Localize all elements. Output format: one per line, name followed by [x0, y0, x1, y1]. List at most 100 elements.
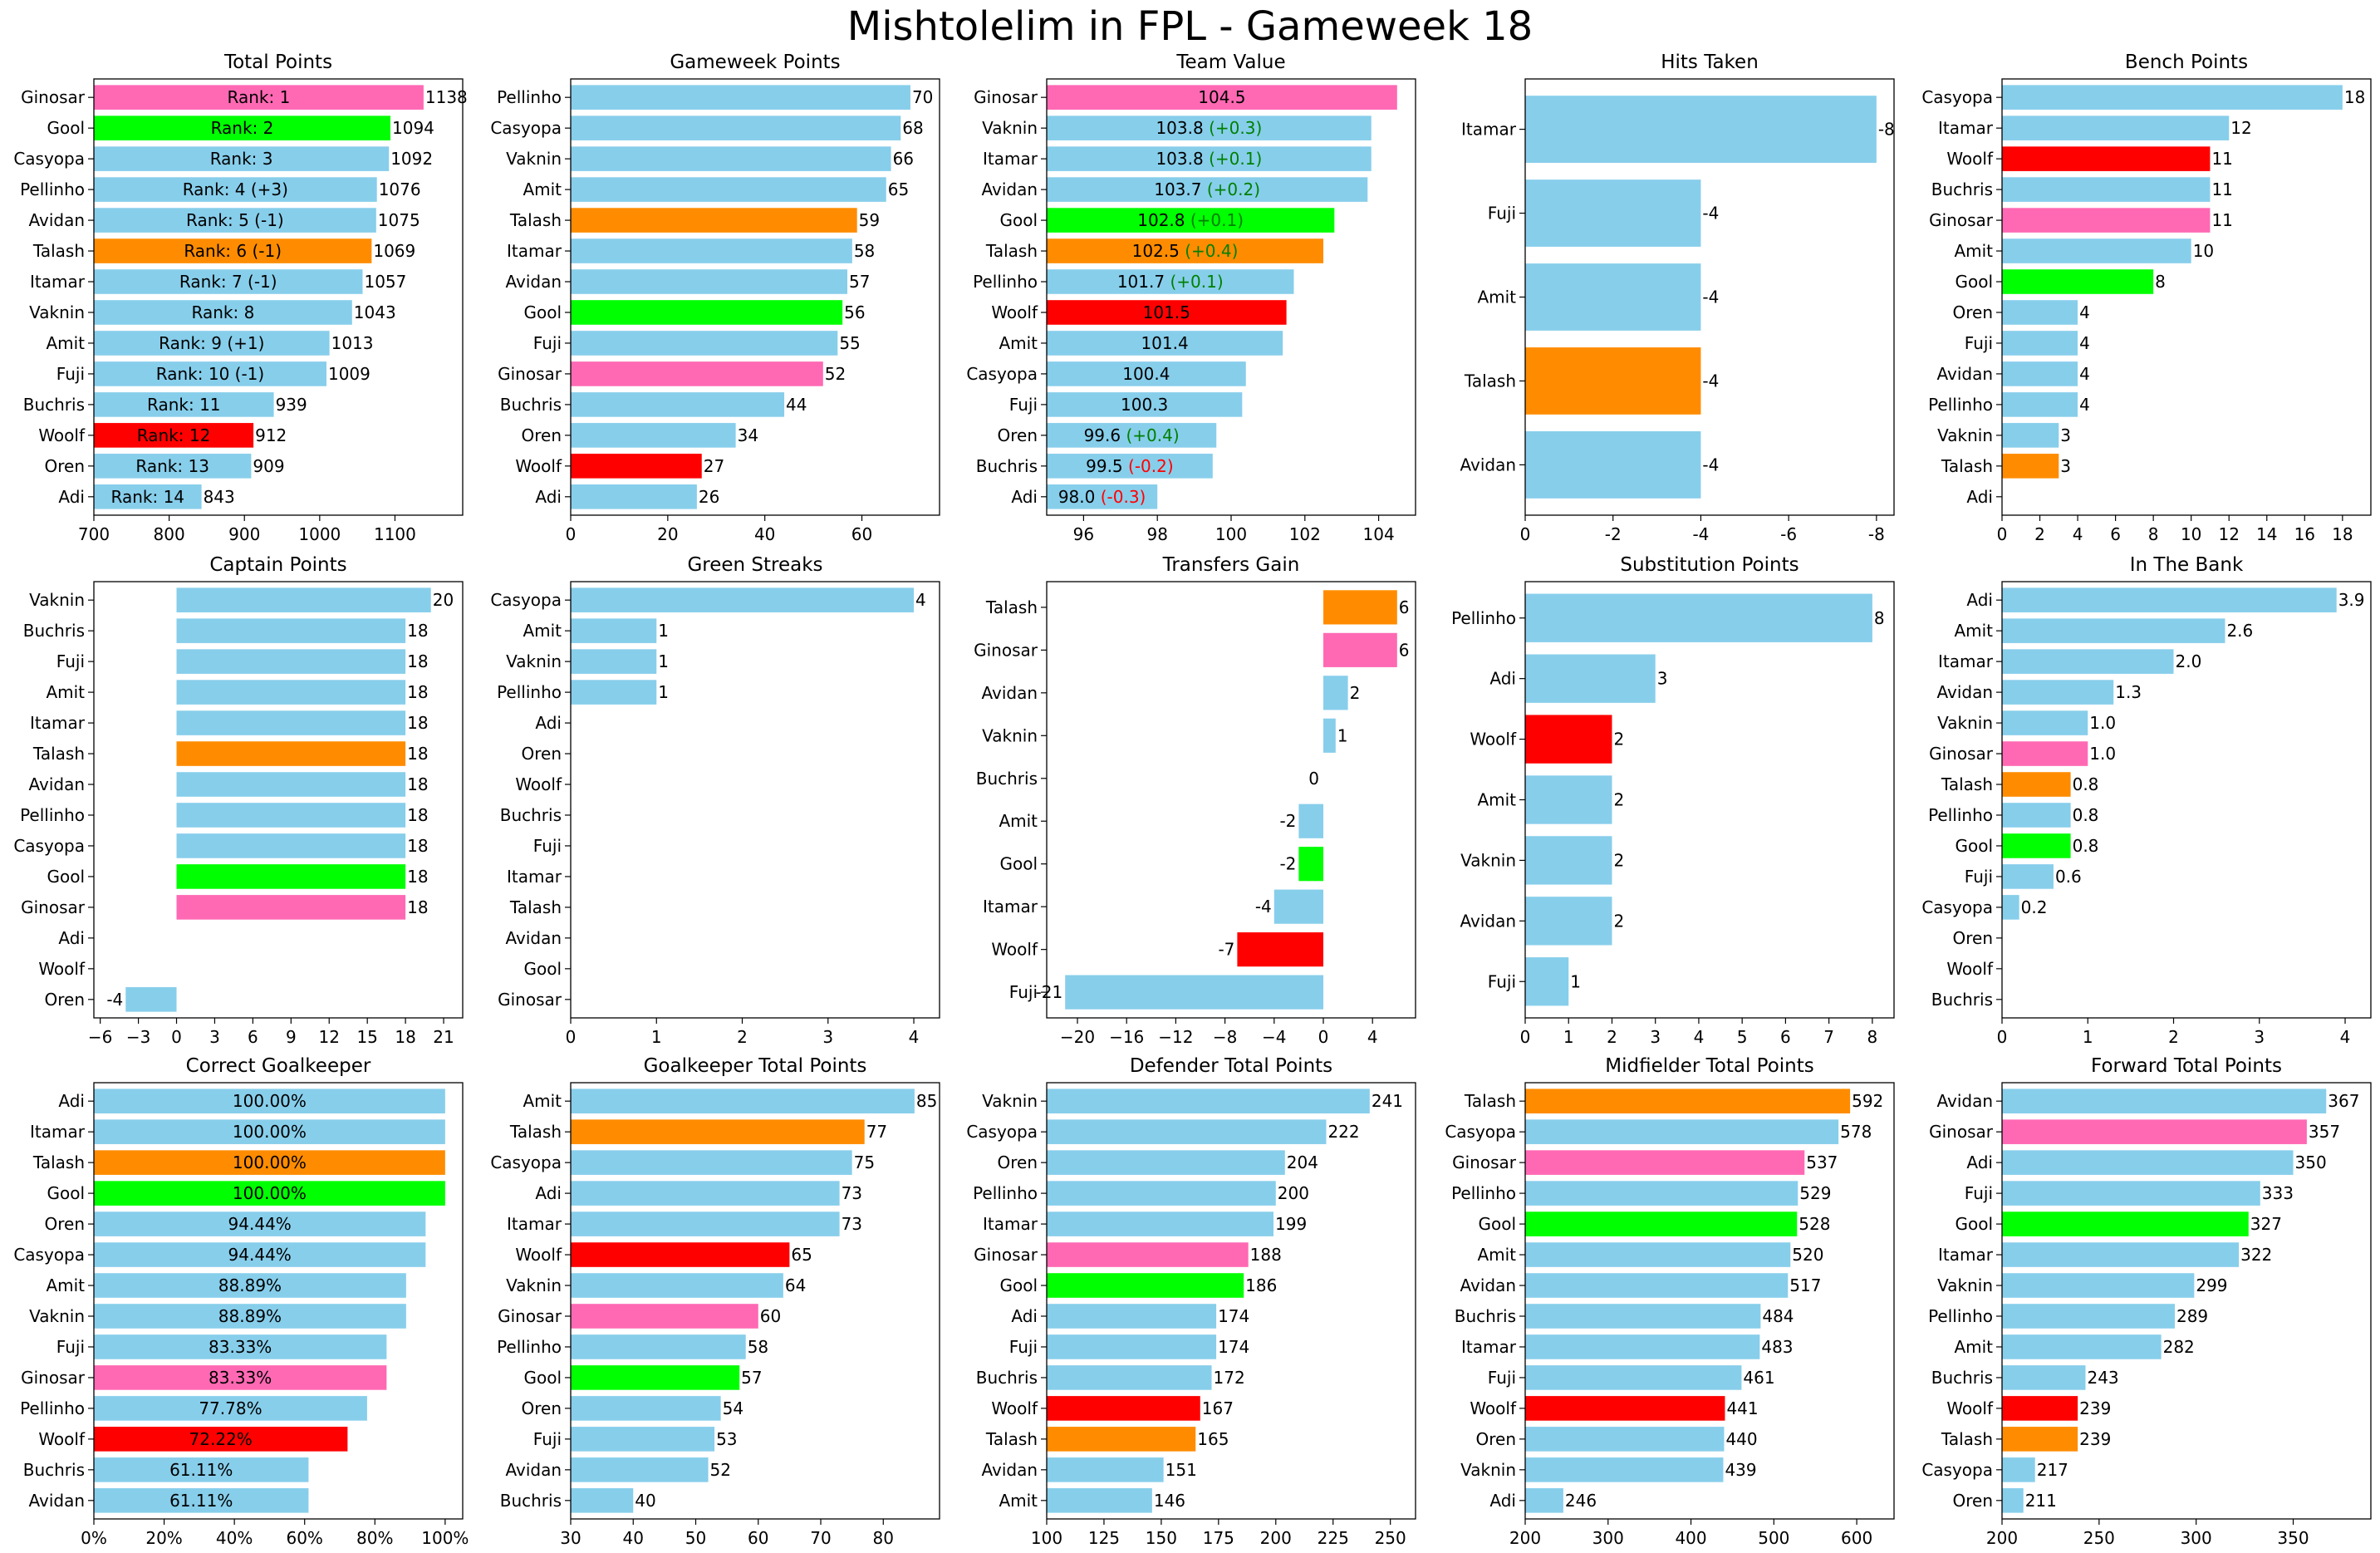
x-tick-label: -8 — [1868, 524, 1885, 544]
bar-casyopa — [571, 1150, 852, 1175]
bar-value-label: 4 — [2079, 302, 2090, 322]
category-label: Oren — [997, 1152, 1038, 1172]
category-label: Fuji — [1009, 395, 1038, 415]
bar-inner-label: Rank: 2 — [211, 118, 274, 138]
subplot-defender-total-points: Defender Total Points Vaknin 241 Casyopa 222… — [966, 1055, 1416, 1548]
bar-adi — [2002, 587, 2337, 612]
category-label: Buchris — [23, 621, 85, 641]
bar-talash — [571, 1119, 865, 1144]
bar-vaknin — [2002, 710, 2088, 735]
category-label: Casyopa — [13, 1245, 85, 1265]
bar-value-label: -2 — [1279, 854, 1296, 874]
bar-talash — [2002, 454, 2059, 479]
bar-itamar — [94, 269, 363, 294]
bar-value-label: 11 — [2211, 149, 2232, 169]
bar-inner-label: 99.5 (-0.2) — [1086, 456, 1174, 476]
category-label: Vaknin — [29, 590, 85, 610]
bar-adi — [1525, 654, 1656, 703]
x-tick-label: 1 — [651, 1027, 662, 1047]
category-label: Casyopa — [1921, 87, 1993, 107]
bar-inner-label: Rank: 9 (+1) — [159, 333, 264, 353]
bar-inner-label: 100.00% — [233, 1091, 307, 1111]
bar-woolf — [2002, 146, 2211, 171]
bar-value-label: 0.8 — [2073, 805, 2099, 825]
x-tick-label: 40 — [623, 1528, 644, 1548]
bar-adi — [1525, 1488, 1563, 1513]
category-label: Woolf — [1946, 959, 1994, 979]
bar-inner-label: Rank: 6 (-1) — [184, 241, 282, 261]
bar-value-label: 20 — [433, 590, 454, 610]
category-label: Itamar — [507, 241, 562, 261]
x-tick-label: 0 — [1520, 1027, 1531, 1047]
bar-woolf — [571, 1242, 790, 1267]
bar-inner-label: Rank: 7 (-1) — [179, 272, 277, 292]
bar-oren — [571, 1396, 721, 1421]
category-label: Adi — [58, 1091, 85, 1111]
x-tick-label: 60 — [748, 1528, 768, 1548]
x-tick-label: 21 — [433, 1027, 454, 1047]
category-label: Amit — [46, 682, 85, 702]
bar-inner-label: 88.89% — [218, 1306, 282, 1326]
category-label: Avidan — [505, 272, 562, 292]
x-tick-label: 6 — [2110, 524, 2121, 544]
category-label: Oren — [44, 1214, 85, 1234]
x-tick-label: 3 — [822, 1027, 833, 1047]
x-tick-label: 12 — [319, 1027, 340, 1047]
bar-vaknin — [571, 1273, 783, 1298]
subplot-title: Green Streaks — [687, 554, 822, 576]
bar-buchris — [2002, 177, 2211, 202]
axes-frame — [2001, 1082, 2372, 1520]
category-label: Ginosar — [974, 640, 1038, 660]
category-label: Talash — [509, 1122, 562, 1142]
bar-ginosar — [176, 895, 406, 920]
category-label: Amit — [46, 333, 85, 353]
x-tick-label: 6 — [248, 1027, 258, 1047]
bar-value-label: 204 — [1287, 1152, 1318, 1172]
category-label: Pellinho — [497, 1337, 562, 1357]
category-label: Oren — [44, 990, 85, 1010]
bar-value-label: 44 — [786, 395, 807, 415]
figure-title: Mishtolelim in FPL - Gameweek 18 — [846, 3, 1534, 50]
bar-value-label: 2 — [1613, 790, 1624, 810]
subplot-title: Substitution Points — [1620, 554, 1798, 576]
bar-vaknin — [94, 300, 352, 325]
category-label: Oren — [1952, 1491, 1993, 1511]
category-label: Casyopa — [966, 1122, 1038, 1142]
bar-value-label: 54 — [723, 1398, 743, 1418]
bar-value-label: 1092 — [390, 149, 433, 169]
x-tick-label: 800 — [154, 524, 185, 544]
x-tick-label: −8 — [1213, 1027, 1237, 1047]
bar-fuji — [571, 331, 838, 356]
bar-vaknin — [176, 587, 431, 612]
bar-value-label: 2.0 — [2176, 651, 2202, 671]
category-label: Amit — [523, 621, 562, 641]
bar-value-label: 909 — [253, 456, 284, 476]
x-tick-label: 60% — [286, 1528, 322, 1548]
bar-value-label: 8 — [2155, 272, 2166, 292]
category-label: Woolf — [991, 940, 1038, 960]
x-tick-label: 1100 — [374, 524, 416, 544]
bar-oren — [1525, 1427, 1725, 1452]
bar-value-label: 151 — [1165, 1460, 1197, 1480]
bar-fuji — [94, 361, 326, 386]
bar-amit — [2002, 238, 2191, 263]
bar-value-label: 1094 — [392, 118, 434, 138]
bar-value-label: 77 — [866, 1122, 887, 1142]
category-label: Avidan — [1460, 455, 1516, 474]
bar-fuji — [94, 1334, 387, 1359]
category-label: Casyopa — [490, 1152, 562, 1172]
bar-amit — [94, 1273, 406, 1298]
category-label: Buchris — [23, 1460, 85, 1480]
category-label: Pellinho — [1928, 1306, 1993, 1326]
bar-itamar — [1047, 1211, 1274, 1236]
bar-itamar — [571, 1211, 840, 1236]
axes-frame — [570, 581, 940, 1019]
bar-itamar — [2002, 649, 2174, 674]
bar-value-label: 0.2 — [2021, 897, 2048, 917]
bar-value-label: 1076 — [379, 179, 421, 199]
category-label: Woolf — [1946, 149, 1994, 169]
bar-inner-label: 61.11% — [169, 1460, 233, 1480]
bar-ginosar — [1047, 85, 1397, 110]
bar-fuji — [176, 649, 406, 674]
bar-amit — [1047, 331, 1283, 356]
